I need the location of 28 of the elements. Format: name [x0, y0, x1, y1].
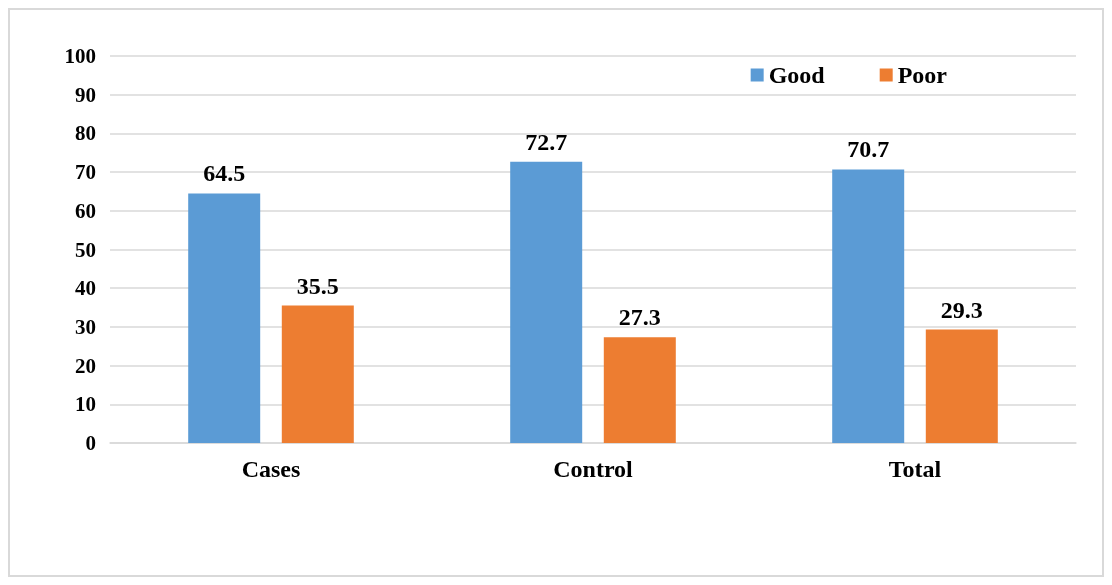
y-tick-label: 90 [75, 82, 96, 107]
y-tick-label: 60 [75, 198, 96, 223]
bar [832, 169, 905, 443]
y-tick-label: 20 [75, 353, 96, 378]
bar [925, 329, 998, 443]
data-label: 64.5 [203, 160, 246, 187]
data-label: 29.3 [940, 296, 983, 323]
data-label: 72.7 [525, 128, 568, 155]
x-tick-label: Control [553, 456, 634, 482]
data-label: 27.3 [618, 304, 661, 331]
y-tick-label: 40 [75, 276, 96, 301]
y-tick-label: 0 [85, 431, 96, 455]
bar [188, 193, 261, 443]
x-tick-label: Cases [241, 456, 301, 482]
x-tick-label: Total [888, 456, 942, 482]
y-tick-label: 50 [75, 237, 96, 262]
y-tick-label: 100 [64, 44, 96, 68]
legend-label: Poor [897, 62, 948, 88]
bar [281, 305, 354, 443]
bar [510, 161, 583, 443]
y-tick-label: 10 [75, 392, 96, 417]
y-tick-label: 30 [75, 314, 96, 339]
legend-label: Good [768, 62, 826, 88]
y-tick-label: 80 [75, 121, 96, 146]
data-label: 35.5 [296, 272, 339, 299]
bar [603, 337, 676, 443]
y-tick-label: 70 [75, 160, 96, 185]
data-label: 70.7 [847, 136, 890, 163]
